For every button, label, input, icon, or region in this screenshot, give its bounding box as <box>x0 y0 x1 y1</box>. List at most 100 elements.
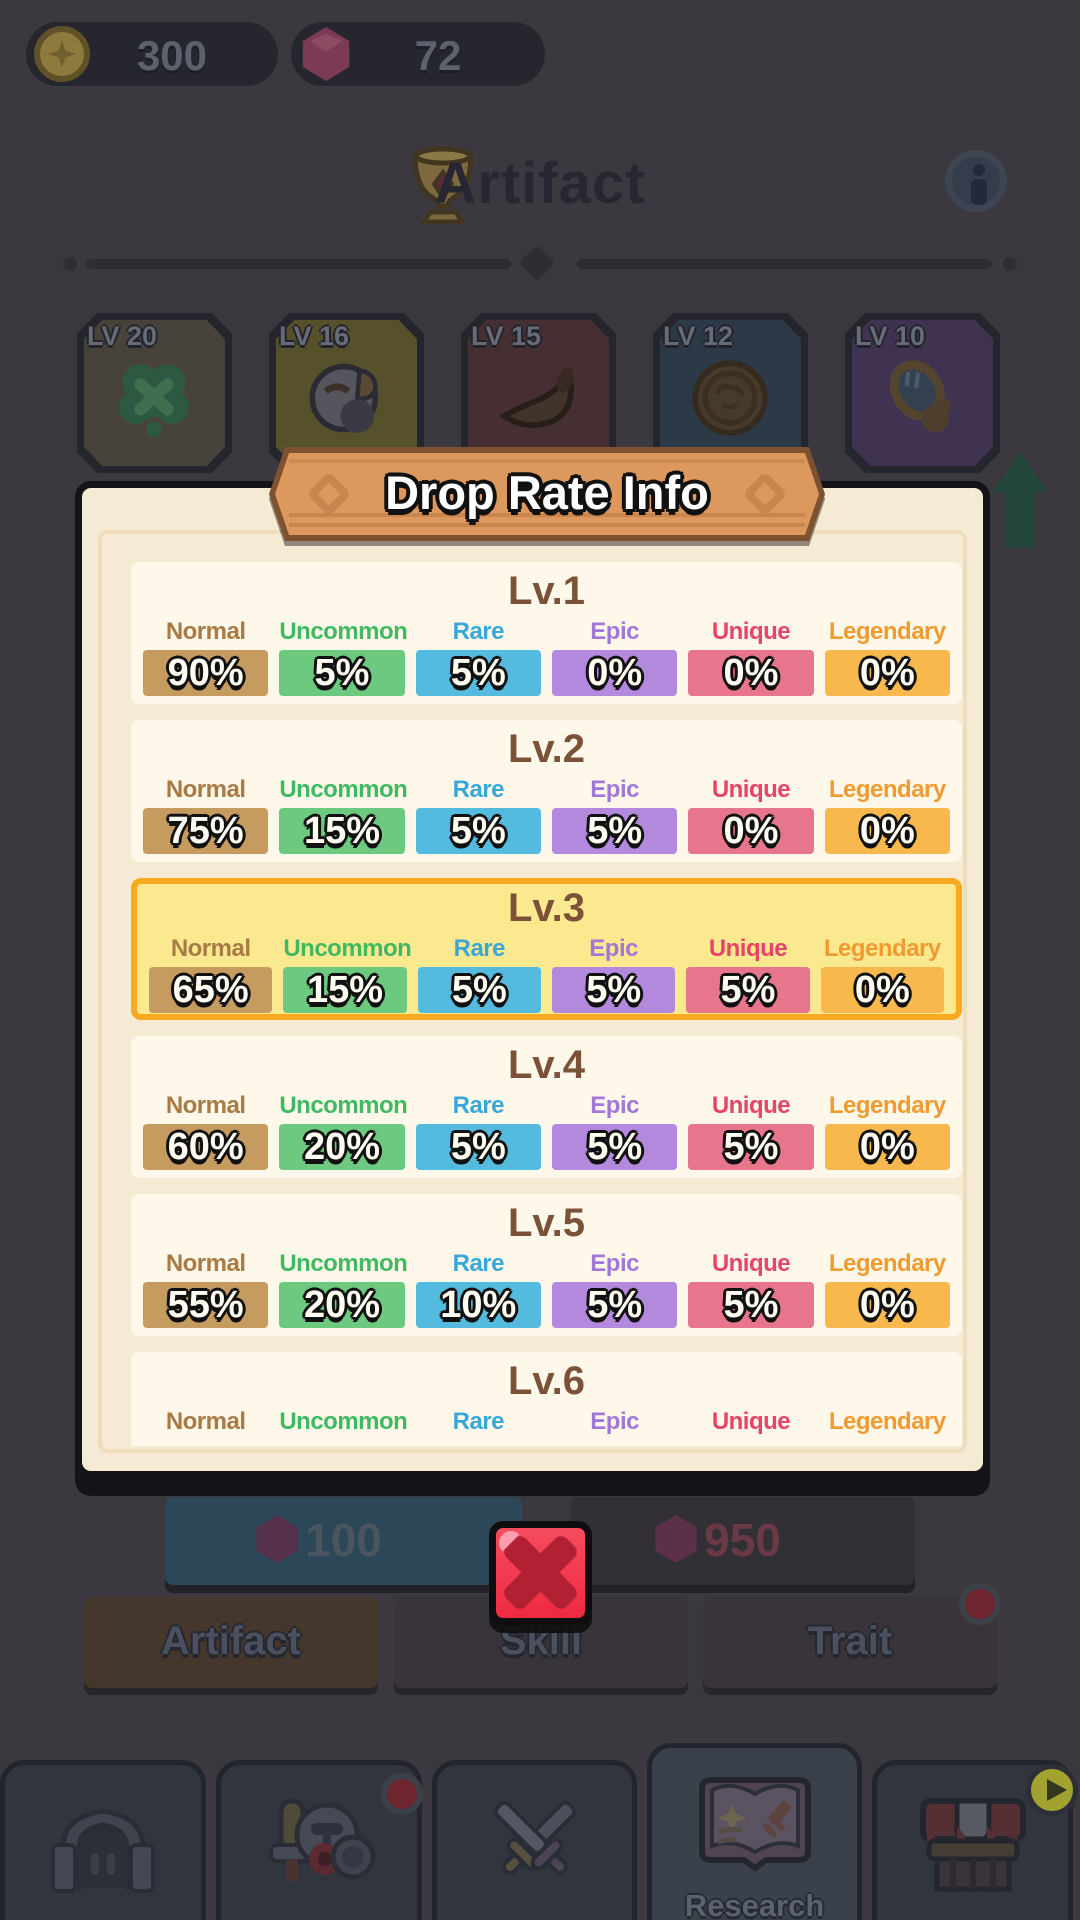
rarity-label: Rare <box>453 935 506 962</box>
rarity-row: Normal Uncommon Rare Epic Unique Legendary <box>131 1404 962 1438</box>
rate-value: 0% <box>824 1282 950 1328</box>
gem-currency-pill[interactable]: 72 <box>291 22 545 86</box>
rarity-column: Rare 5% <box>417 933 541 1013</box>
rate-value: 5% <box>551 1124 678 1170</box>
rarity-column: Rare 5% <box>415 616 541 696</box>
drop-rate-section-lv5: Lv.5 Normal 55% Uncommon 20% Rare 10% Epic 5% Uni… <box>131 1194 962 1336</box>
rarity-column: Uncommon 15% <box>283 933 412 1013</box>
rarity-label: Uncommon <box>283 935 412 962</box>
rarity-column: Unique 5% <box>686 933 810 1013</box>
rarity-label: Epic <box>589 935 638 962</box>
rate-value: 20% <box>279 1282 405 1328</box>
rate-value: 0% <box>820 967 944 1013</box>
artifact-card[interactable]: LV 16 <box>269 313 424 473</box>
rarity-label: Rare <box>452 1092 505 1119</box>
rarity-label: Normal <box>165 1092 246 1119</box>
rarity-label: Legendary <box>828 1092 946 1119</box>
rate-value: 15% <box>283 967 407 1013</box>
rarity-column: Normal 90% <box>143 616 269 696</box>
artifact-card[interactable]: LV 12 <box>653 313 808 473</box>
rate-value: 5% <box>417 967 541 1013</box>
rarity-column: Legendary <box>825 1406 950 1438</box>
drop-rate-section-lv4: Lv.4 Normal 60% Uncommon 20% Rare 5% Epic 5% Uniq… <box>131 1036 962 1178</box>
nav-label-research: Research <box>684 1888 825 1920</box>
rate-value: 5% <box>279 650 405 696</box>
rarity-column: Rare 5% <box>415 1090 541 1170</box>
rarity-label: Normal <box>165 776 246 803</box>
rarity-column: Normal 55% <box>143 1248 269 1328</box>
modal-title-banner: Drop Rate Info <box>269 447 825 541</box>
rarity-column: Uncommon 5% <box>279 616 408 696</box>
drop-rate-modal: Drop Rate Info Lv.1 Normal 90% Uncommon 5% Ra… <box>75 481 990 1478</box>
play-badge-icon[interactable] <box>1026 1764 1078 1816</box>
rarity-column: Unique 5% <box>688 1248 814 1328</box>
gem-icon <box>302 27 350 81</box>
shop-icon <box>919 1798 1026 1892</box>
rarity-label: Uncommon <box>279 1250 408 1277</box>
clover-artifact-icon <box>119 364 189 438</box>
rarity-label: Normal <box>165 1408 246 1435</box>
rarity-column: Epic 0% <box>551 616 678 696</box>
rate-value: 5% <box>688 1124 814 1170</box>
level-title: Lv.4 <box>507 1043 586 1087</box>
tab-trait[interactable]: Trait <box>703 1583 1001 1688</box>
rarity-label: Legendary <box>823 935 941 962</box>
rarity-label: Uncommon <box>279 1408 408 1435</box>
gem-amount: 72 <box>414 32 462 79</box>
rarity-label: Rare <box>452 1250 505 1277</box>
rarity-label: Epic <box>590 618 639 645</box>
level-title: Lv.5 <box>507 1201 586 1245</box>
section-divider <box>0 244 1080 295</box>
rate-value: 5% <box>415 650 541 696</box>
upgrade-cost-button[interactable]: 100 <box>165 1497 522 1585</box>
rarity-column: Epic 5% <box>551 1090 678 1170</box>
rate-value: 5% <box>415 1124 541 1170</box>
rate-value: 5% <box>551 967 676 1013</box>
nav-tab-hero[interactable] <box>216 1760 423 1920</box>
tab-artifact[interactable]: Artifact <box>84 1597 378 1688</box>
trophy-icon <box>408 146 478 233</box>
notification-badge <box>381 1773 423 1815</box>
rate-value: 0% <box>551 650 678 696</box>
rarity-column: Rare <box>416 1406 541 1438</box>
rarity-label: Uncommon <box>279 1092 408 1119</box>
rate-value: 60% <box>143 1124 269 1170</box>
rarity-label: Rare <box>452 776 505 803</box>
artifact-card[interactable]: LV 10 <box>845 313 1000 473</box>
rarity-column: Epic 5% <box>551 1248 678 1328</box>
rarity-column: Legendary 0% <box>824 1248 950 1328</box>
rarity-column: Normal 60% <box>143 1090 269 1170</box>
artifact-card[interactable]: LV 20 <box>77 313 232 473</box>
upgrade-arrow-icon <box>992 452 1048 548</box>
nav-tab-battle[interactable] <box>432 1760 637 1920</box>
rarity-column: Legendary 0% <box>820 933 944 1013</box>
rarity-label: Unique <box>711 1092 791 1119</box>
rate-value: 0% <box>824 650 950 696</box>
nav-tab-castle[interactable] <box>0 1760 206 1920</box>
rarity-label: Epic <box>590 1408 639 1435</box>
artifact-card[interactable]: LV 15 <box>461 313 616 473</box>
bird-artifact-icon <box>309 363 379 433</box>
rarity-label: Epic <box>590 1250 639 1277</box>
rarity-label: Legendary <box>828 1408 946 1435</box>
rarity-row: Normal 75% Uncommon 15% Rare 5% Epic 5% Unique 0%… <box>131 772 962 854</box>
rarity-column: Normal 65% <box>149 933 273 1013</box>
rate-value: 5% <box>688 1282 814 1328</box>
close-button[interactable] <box>489 1521 592 1625</box>
rarity-label: Unique <box>711 776 791 803</box>
level-title: Lv.3 <box>507 886 586 930</box>
rarity-column: Epic 5% <box>551 933 676 1013</box>
knight-icon <box>269 1798 376 1881</box>
rarity-row: Normal 65% Uncommon 15% Rare 5% Epic 5% Unique 5%… <box>137 931 956 1013</box>
gold-currency-pill[interactable]: 300 <box>26 22 278 86</box>
rarity-label: Normal <box>165 618 246 645</box>
nav-tab-shop[interactable] <box>872 1760 1073 1920</box>
rate-value: 65% <box>149 967 273 1013</box>
nav-tab-research[interactable]: Research <box>647 1743 862 1920</box>
rarity-label: Epic <box>590 1092 639 1119</box>
upgrade-cost-button[interactable]: 950 <box>570 1497 915 1585</box>
rarity-column: Epic <box>552 1406 677 1438</box>
drop-rate-section-lv3: Lv.3 Normal 65% Uncommon 15% Rare 5% Epic 5% Uniq… <box>131 878 962 1020</box>
info-icon[interactable] <box>945 150 1007 212</box>
